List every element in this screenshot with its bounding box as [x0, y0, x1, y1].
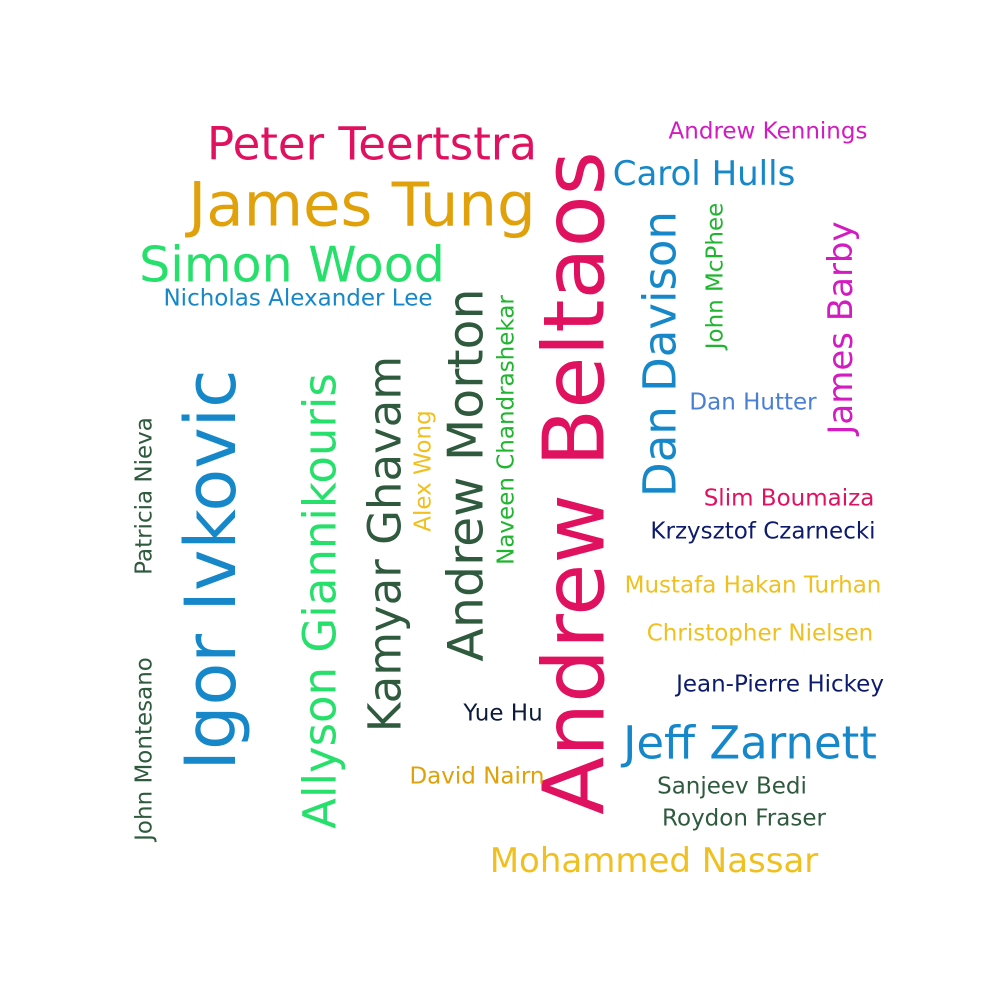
word-jean-pierre-hickey: Jean-Pierre Hickey — [676, 671, 884, 698]
word-john-mcphee: John McPhee — [702, 202, 729, 350]
word-nicholas-alexander-lee: Nicholas Alexander Lee — [163, 285, 433, 312]
word-krzysztof-czarnecki: Krzysztof Czarnecki — [650, 518, 876, 545]
word-dan-davison: Dan Davison — [633, 211, 687, 497]
word-jeff-zarnett: Jeff Zarnett — [623, 716, 877, 770]
word-andrew-morton: Andrew Morton — [437, 288, 495, 662]
word-allyson-giannikouris: Allyson Giannikouris — [293, 373, 347, 829]
word-sanjeev-bedi: Sanjeev Bedi — [657, 773, 807, 800]
word-john-montesano: John Montesano — [131, 657, 158, 841]
word-alex-wong: Alex Wong — [410, 410, 437, 532]
word-andrew-beltaos: Andrew Beltaos — [525, 151, 625, 815]
word-mohammed-nassar: Mohammed Nassar — [489, 841, 819, 881]
word-carol-hulls: Carol Hulls — [612, 154, 796, 194]
word-roydon-fraser: Roydon Fraser — [662, 805, 826, 832]
word-mustafa-hakan-turhan: Mustafa Hakan Turhan — [624, 572, 882, 599]
word-kamyar-ghavam: Kamyar Ghavam — [358, 355, 412, 733]
word-dan-hutter: Dan Hutter — [689, 389, 817, 416]
word-naveen-chandrashekar: Naveen Chandrashekar — [493, 295, 520, 565]
word-slim-boumaiza: Slim Boumaiza — [703, 485, 875, 512]
word-yue-hu: Yue Hu — [463, 700, 543, 727]
word-andrew-kennings: Andrew Kennings — [668, 118, 868, 145]
word-david-nairn: David Nairn — [409, 763, 545, 790]
word-james-barby: James Barby — [821, 221, 861, 435]
word-james-tung: James Tung — [188, 169, 536, 241]
word-peter-teertstra: Peter Teertstra — [207, 117, 537, 171]
word-simon-wood: Simon Wood — [139, 236, 445, 294]
word-patricia-nieva: Patricia Nieva — [131, 417, 158, 575]
word-igor-ivkovic: Igor Ivkovic — [170, 369, 252, 771]
word-christopher-nielsen: Christopher Nielsen — [646, 620, 874, 647]
